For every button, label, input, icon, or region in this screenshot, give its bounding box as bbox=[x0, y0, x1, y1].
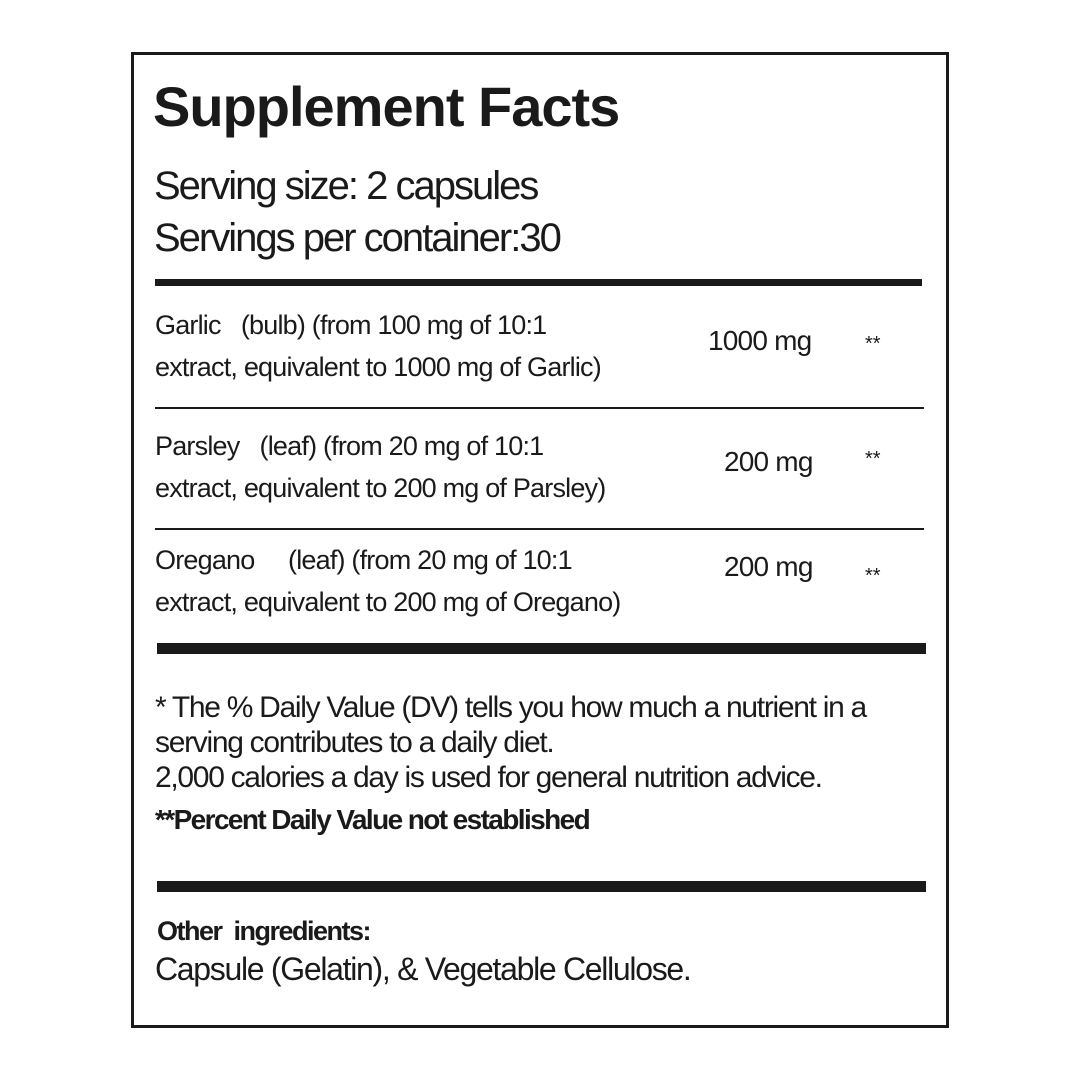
row-divider bbox=[155, 407, 924, 409]
ingredient-detail: (bulb) (from 100 mg of 10:1 bbox=[240, 310, 547, 340]
ingredient-detail: (leaf) (from 20 mg of 10:1 bbox=[259, 431, 545, 461]
footnote-line-1: * The % Daily Value (DV) tells you how m… bbox=[155, 691, 867, 724]
other-ingredients-label: Other ingredients: bbox=[157, 916, 372, 946]
supplement-facts-panel bbox=[131, 52, 949, 1028]
row-divider bbox=[155, 528, 924, 530]
servings-per-container: Servings per container:30 bbox=[154, 216, 562, 260]
ingredient-amount: 200 mg bbox=[724, 446, 813, 477]
ingredient-detail-2: extract, equivalent to 200 mg of Oregano… bbox=[155, 587, 621, 617]
daily-value: ** bbox=[865, 333, 881, 355]
thick-divider bbox=[157, 643, 926, 654]
ingredient-row-garlic: Garlic (bulb) (from 100 mg of 10:1 extra… bbox=[155, 304, 602, 388]
ingredient-amount: 200 mg bbox=[724, 551, 813, 582]
thick-divider bbox=[155, 279, 922, 286]
ingredient-detail-2: extract, equivalent to 200 mg of Parsley… bbox=[155, 473, 606, 503]
ingredient-name: Parsley bbox=[155, 431, 240, 461]
other-ingredients-value: Capsule (Gelatin), & Vegetable Cellulose… bbox=[155, 951, 692, 987]
ingredient-detail-2: extract, equivalent to 1000 mg of Garlic… bbox=[155, 352, 602, 382]
ingredient-amount: 1000 mg bbox=[708, 325, 812, 356]
ingredient-row-parsley: Parsley (leaf) (from 20 mg of 10:1 extra… bbox=[155, 425, 606, 509]
footnote-line-3: 2,000 calories a day is used for general… bbox=[155, 761, 823, 794]
ingredient-row-oregano: Oregano (leaf) (from 20 mg of 10:1 extra… bbox=[155, 539, 621, 623]
daily-value: ** bbox=[865, 565, 881, 587]
ingredient-name: Oregano bbox=[155, 545, 255, 575]
thick-divider bbox=[157, 881, 926, 892]
panel-title: Supplement Facts bbox=[153, 75, 620, 138]
footnote-line-4: **Percent Daily Value not established bbox=[155, 804, 591, 835]
daily-value: ** bbox=[865, 448, 881, 470]
ingredient-name: Garlic bbox=[155, 310, 222, 340]
serving-size: Serving size: 2 capsules bbox=[154, 164, 539, 208]
ingredient-detail: (leaf) (from 20 mg of 10:1 bbox=[288, 545, 573, 575]
footnote-line-2: serving contributes to a daily diet. bbox=[155, 726, 555, 759]
